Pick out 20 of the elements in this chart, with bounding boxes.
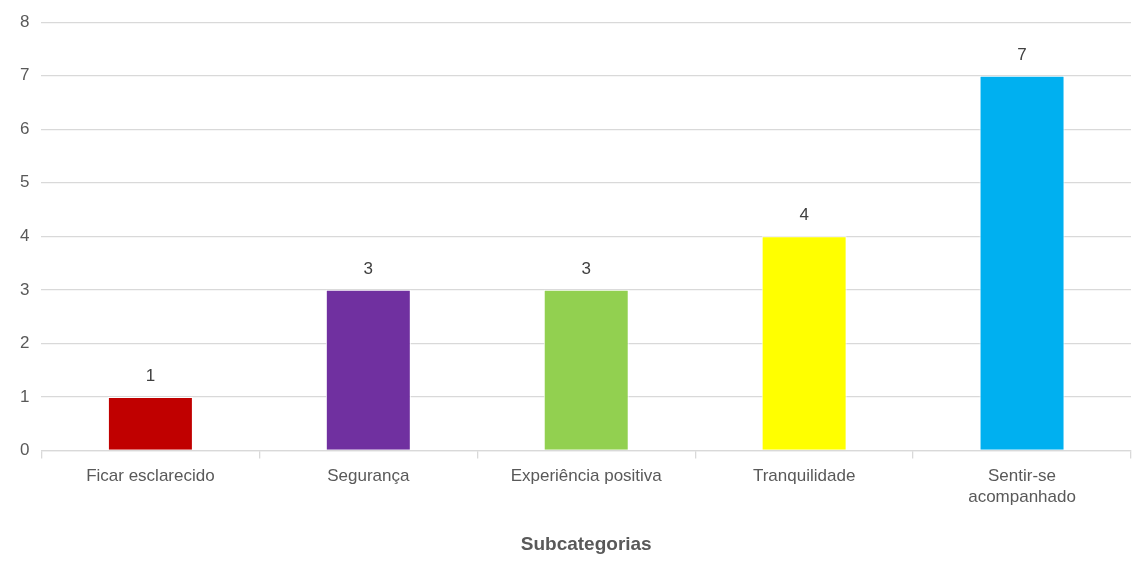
y-tick-label: 8 [19,11,30,31]
x-tick-label: Experiência positiva [510,466,663,486]
data-label: 4 [799,205,809,225]
y-tick-label: 4 [19,225,30,245]
data-label: 3 [363,259,374,279]
x-tick-label: Tranquilidade [752,466,856,486]
x-tick-label: Ficar esclarecido [86,466,215,486]
y-tick-label: 2 [19,333,30,353]
data-label: 7 [1017,44,1027,64]
data-label: 3 [581,259,591,279]
x-tick-label: Segurança [327,466,410,486]
x-tick-label: Sentir-se acompanhado [968,466,1076,506]
y-tick-label: 3 [19,279,30,299]
y-tick-label: 1 [19,386,30,406]
data-label: 1 [145,366,156,386]
x-axis-title: Subcategorias [520,532,652,554]
y-tick-label: 5 [19,172,30,192]
y-tick-label: 7 [19,65,30,85]
y-tick-label: 6 [19,118,30,138]
y-tick-label: 0 [19,440,30,460]
